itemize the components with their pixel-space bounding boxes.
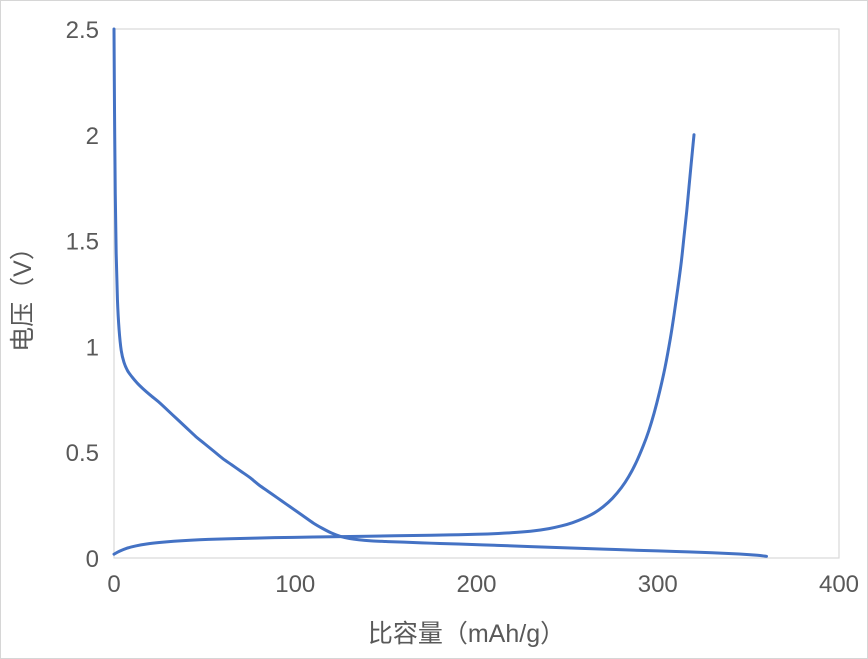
y-axis-title: 电压（V）: [9, 235, 37, 352]
y-tick-label: 0: [86, 546, 99, 573]
x-axis-title: 比容量（mAh/g）: [368, 620, 565, 648]
x-tick-label: 400: [819, 571, 859, 598]
x-tick-label: 200: [456, 571, 496, 598]
plot-area-border: [113, 28, 840, 559]
x-axis-tick-labels: 0 100 200 300 400: [107, 571, 859, 598]
y-tick-label: 0.5: [66, 440, 99, 467]
y-tick-label: 2: [86, 123, 99, 150]
y-tick-label: 1.5: [66, 229, 99, 256]
x-tick-label: 300: [638, 571, 678, 598]
x-tick-label: 0: [107, 571, 120, 598]
y-tick-label: 1: [86, 334, 99, 361]
data-series-group: [112, 27, 768, 558]
y-tick-label: 2.5: [66, 17, 99, 44]
x-tick-label: 100: [275, 571, 315, 598]
series-line-charge: [112, 133, 696, 556]
y-axis-tick-labels: 0 0.5 1 1.5 2 2.5: [66, 17, 99, 573]
series-line-discharge: [112, 27, 768, 558]
